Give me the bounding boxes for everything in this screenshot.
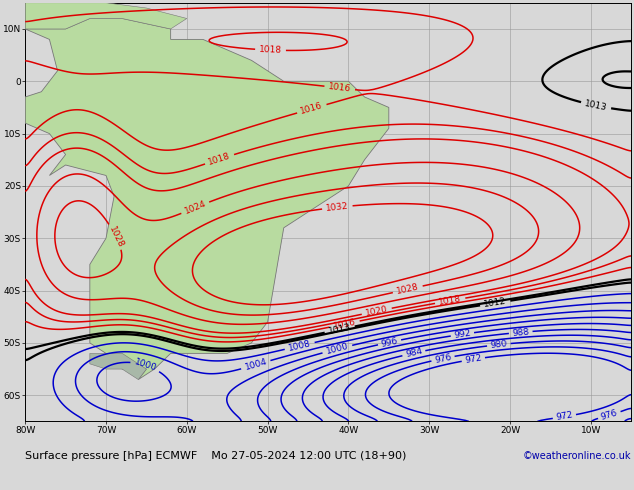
Text: 996: 996 — [380, 336, 399, 348]
Polygon shape — [25, 19, 389, 380]
Text: 1028: 1028 — [107, 224, 125, 249]
Text: 1028: 1028 — [396, 282, 420, 296]
Text: 1013: 1013 — [328, 323, 352, 336]
Text: 1012: 1012 — [483, 297, 507, 309]
Polygon shape — [25, 3, 187, 29]
Polygon shape — [90, 353, 146, 380]
Text: 988: 988 — [512, 327, 529, 338]
Text: 980: 980 — [490, 339, 508, 350]
Text: 1018: 1018 — [207, 151, 232, 167]
Text: 992: 992 — [453, 329, 472, 340]
Text: 976: 976 — [600, 408, 619, 422]
Text: 972: 972 — [555, 411, 574, 422]
Text: 976: 976 — [434, 352, 452, 365]
Text: Surface pressure [hPa] ECMWF    Mo 27-05-2024 12:00 UTC (18+90): Surface pressure [hPa] ECMWF Mo 27-05-20… — [25, 451, 406, 461]
Text: 1018: 1018 — [259, 45, 282, 55]
Text: 1020: 1020 — [365, 305, 389, 318]
Text: 984: 984 — [404, 347, 423, 359]
Text: 1016: 1016 — [332, 318, 357, 331]
Text: 972: 972 — [464, 354, 482, 365]
Text: 1000: 1000 — [325, 342, 349, 356]
Text: 1004: 1004 — [243, 357, 268, 372]
Text: ©weatheronline.co.uk: ©weatheronline.co.uk — [522, 451, 631, 461]
Text: 1016: 1016 — [328, 82, 352, 94]
Text: 1032: 1032 — [325, 201, 349, 213]
Text: 1016: 1016 — [299, 101, 324, 116]
Text: 1018: 1018 — [438, 294, 462, 307]
Text: 1008: 1008 — [287, 339, 312, 353]
Text: 1024: 1024 — [183, 199, 207, 216]
Text: 1013: 1013 — [584, 99, 608, 112]
Text: 1000: 1000 — [133, 358, 158, 373]
